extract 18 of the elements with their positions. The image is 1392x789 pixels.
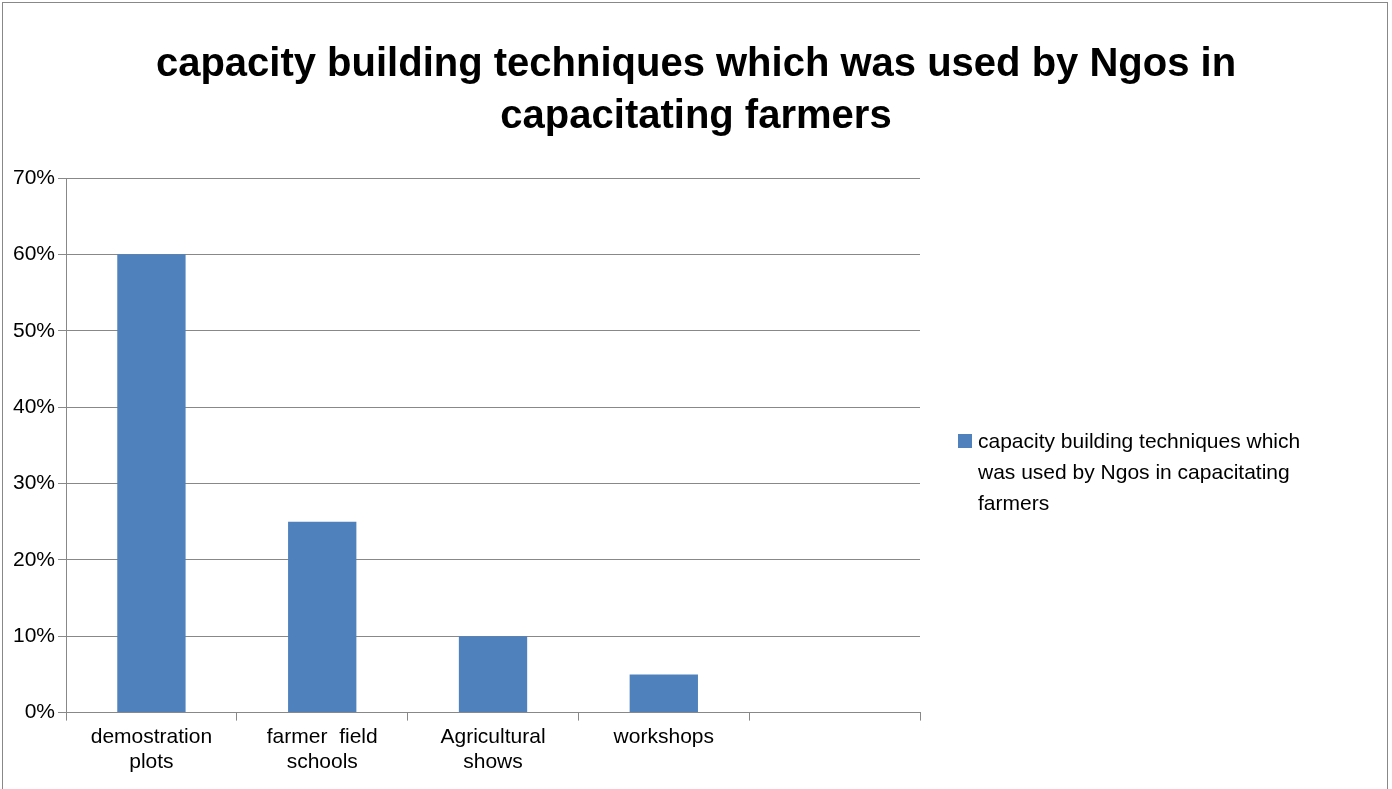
x-tick-label: Agricultural shows bbox=[440, 724, 546, 773]
bar bbox=[458, 636, 528, 713]
y-tick-label: 50% bbox=[13, 317, 56, 341]
y-tick-label: 30% bbox=[13, 470, 56, 494]
y-tick-label: 60% bbox=[13, 241, 56, 265]
bar bbox=[117, 254, 186, 713]
legend-label: capacity building techniques which was used by Ngos in capacitating farmers bbox=[978, 428, 1302, 516]
x-tick-label: workshops bbox=[612, 724, 714, 747]
y-tick-label: 20% bbox=[13, 546, 56, 570]
y-tick-label: 10% bbox=[13, 623, 56, 647]
y-tick-label: 70% bbox=[13, 164, 56, 188]
y-tick-label: 0% bbox=[24, 699, 56, 723]
bar bbox=[629, 674, 698, 713]
bar bbox=[288, 521, 357, 713]
y-tick-label: 40% bbox=[13, 393, 56, 417]
x-tick-label: farmer field schools bbox=[266, 724, 378, 773]
x-tick-label: demostration plots bbox=[90, 724, 213, 773]
chart-title: capacity building techniques which was used by Ngos in capacitating farmers bbox=[154, 39, 1238, 138]
